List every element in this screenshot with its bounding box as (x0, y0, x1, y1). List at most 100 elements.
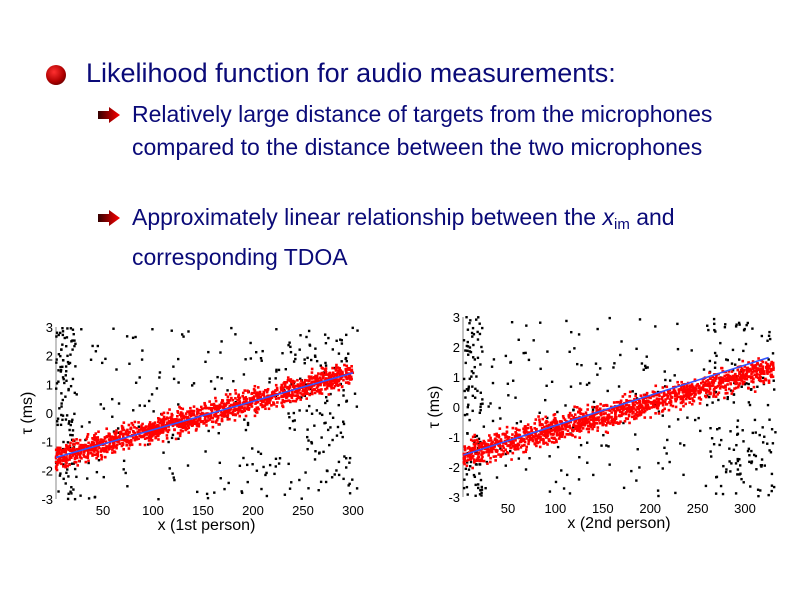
inlier-point (146, 427, 150, 431)
outlier-point (587, 381, 591, 385)
outlier-point (97, 458, 101, 462)
inlier-point (758, 373, 761, 377)
outlier-point (158, 376, 161, 379)
inlier-point (489, 460, 492, 464)
outlier-point (631, 390, 634, 393)
inlier-point (569, 426, 572, 430)
inlier-point (115, 445, 118, 448)
inlier-point (79, 455, 82, 459)
inlier-point (63, 456, 66, 460)
outlier-point (124, 471, 127, 475)
outlier-point (62, 440, 65, 444)
outlier-point (719, 341, 722, 345)
inlier-point (139, 435, 143, 439)
inlier-point (476, 440, 480, 444)
inlier-point (200, 420, 204, 423)
outlier-point (635, 347, 638, 351)
inlier-point (320, 392, 324, 395)
inlier-point (682, 394, 686, 398)
inlier-point (534, 432, 537, 435)
outlier-point (474, 387, 477, 391)
inlier-point (721, 376, 724, 380)
outlier-point (511, 379, 515, 382)
inlier-point (132, 436, 135, 440)
inlier-point (679, 397, 683, 401)
inlier-point (93, 453, 97, 457)
outlier-point (93, 496, 97, 499)
inlier-point (525, 448, 528, 451)
inlier-point (237, 395, 240, 399)
inlier-point (305, 379, 309, 382)
inlier-point (606, 431, 610, 435)
inlier-point (593, 417, 597, 420)
outlier-point (319, 480, 323, 484)
inlier-point (484, 442, 488, 446)
inlier-point (161, 426, 165, 430)
inlier-point (169, 420, 173, 423)
inlier-point (340, 385, 344, 389)
inlier-point (200, 407, 204, 411)
outlier-point (480, 485, 484, 489)
outlier-point (99, 403, 102, 406)
inlier-point (112, 441, 115, 445)
inlier-point (672, 387, 676, 391)
inlier-point (336, 375, 339, 378)
outlier-point (770, 484, 774, 487)
inlier-point (666, 389, 670, 392)
inlier-point (566, 433, 569, 436)
inlier-point (333, 381, 336, 385)
inlier-point (666, 394, 670, 398)
outlier-point (770, 489, 773, 493)
inlier-point (574, 419, 578, 423)
inlier-point (58, 447, 62, 451)
outlier-point (774, 431, 777, 434)
x-tick-label: 250 (687, 501, 709, 516)
outlier-point (268, 377, 271, 380)
inlier-point (558, 420, 562, 423)
outlier-point (55, 331, 59, 334)
outlier-point (61, 447, 65, 451)
outlier-point (472, 371, 475, 375)
inlier-point (226, 414, 229, 418)
outlier-point (666, 438, 669, 442)
outlier-point (204, 360, 207, 364)
inlier-point (539, 438, 542, 442)
outlier-point (665, 452, 668, 455)
inlier-point (586, 403, 590, 407)
outlier-point (720, 438, 723, 442)
outlier-point (55, 420, 59, 423)
inlier-point (497, 453, 500, 456)
inlier-point (495, 450, 499, 453)
inlier-point (658, 394, 661, 398)
inlier-point (191, 420, 194, 424)
inlier-point (611, 406, 615, 410)
inlier-point (154, 436, 157, 440)
inlier-point (669, 401, 673, 404)
outlier-point (313, 458, 317, 461)
inlier-point (685, 384, 689, 388)
inlier-point (555, 428, 559, 432)
inlier-point (631, 400, 635, 404)
outlier-point (58, 474, 62, 477)
outlier-point (281, 352, 284, 355)
outlier-point (62, 377, 65, 381)
inlier-point (530, 432, 534, 436)
inlier-point (736, 374, 740, 378)
inlier-point (272, 403, 276, 406)
inlier-point (577, 423, 581, 426)
inlier-point (84, 443, 87, 447)
inlier-point (86, 432, 90, 436)
inlier-point (487, 439, 490, 442)
outlier-point (715, 476, 718, 479)
inlier-point (350, 368, 354, 372)
inlier-point (334, 383, 338, 386)
outlier-point (714, 390, 718, 394)
outlier-point (657, 494, 660, 498)
inlier-point (546, 429, 549, 432)
outlier-point (246, 421, 250, 425)
inlier-point (299, 384, 302, 388)
inlier-point (280, 394, 284, 398)
inlier-point (273, 392, 277, 396)
inlier-point (752, 370, 756, 373)
inlier-point (471, 454, 475, 458)
